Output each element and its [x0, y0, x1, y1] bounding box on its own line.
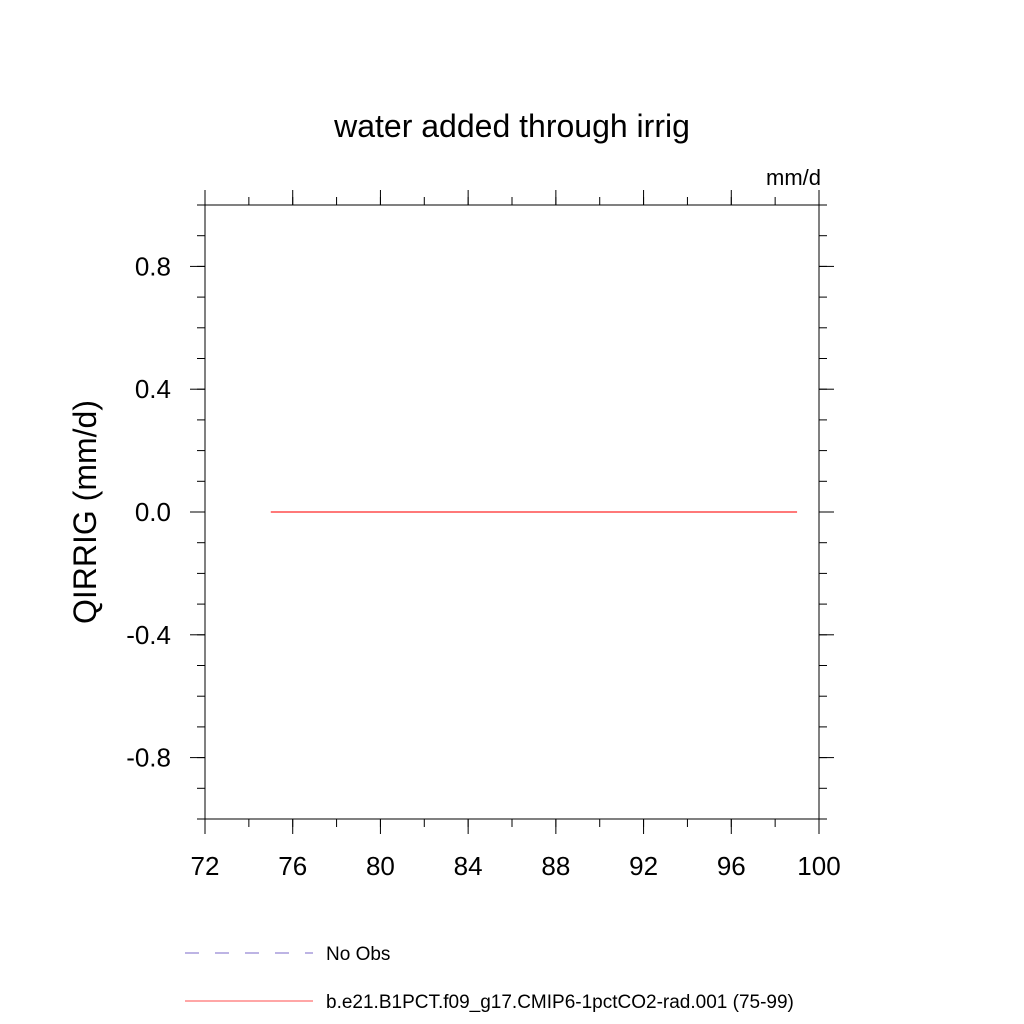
- legend-label: No Obs: [326, 944, 390, 965]
- y-tick-label: 0.8: [135, 251, 171, 281]
- tick-labels: 72 76 80 84 88 92 96 100 -0.8 -0.4 0.0 0.4 0.8: [126, 251, 841, 881]
- x-tick-label: 92: [629, 851, 658, 881]
- y-tick-label: 0.0: [135, 497, 171, 527]
- x-tick-label: 84: [454, 851, 483, 881]
- x-tick-label: 80: [366, 851, 395, 881]
- axis-ticks: [190, 190, 834, 834]
- legend-label: b.e21.B1PCT.f09_g17.CMIP6-1pctCO2-rad.00…: [326, 992, 794, 1013]
- x-tick-label: 96: [717, 851, 746, 881]
- y-tick-label: 0.4: [135, 374, 171, 404]
- plot-frame: [204, 204, 820, 820]
- x-tick-label: 72: [191, 851, 220, 881]
- chart-title: water added through irrig: [333, 108, 690, 144]
- x-tick-label: 88: [541, 851, 570, 881]
- y-tick-label: -0.4: [126, 620, 171, 650]
- x-tick-label: 76: [278, 851, 307, 881]
- y-axis-label: QIRRIG (mm/d): [67, 400, 103, 624]
- units-label: mm/d: [766, 165, 821, 190]
- x-tick-label: 100: [797, 851, 840, 881]
- legend: No Obs b.e21.B1PCT.f09_g17.CMIP6-1pctCO2-…: [185, 944, 794, 1013]
- y-tick-label: -0.8: [126, 743, 171, 773]
